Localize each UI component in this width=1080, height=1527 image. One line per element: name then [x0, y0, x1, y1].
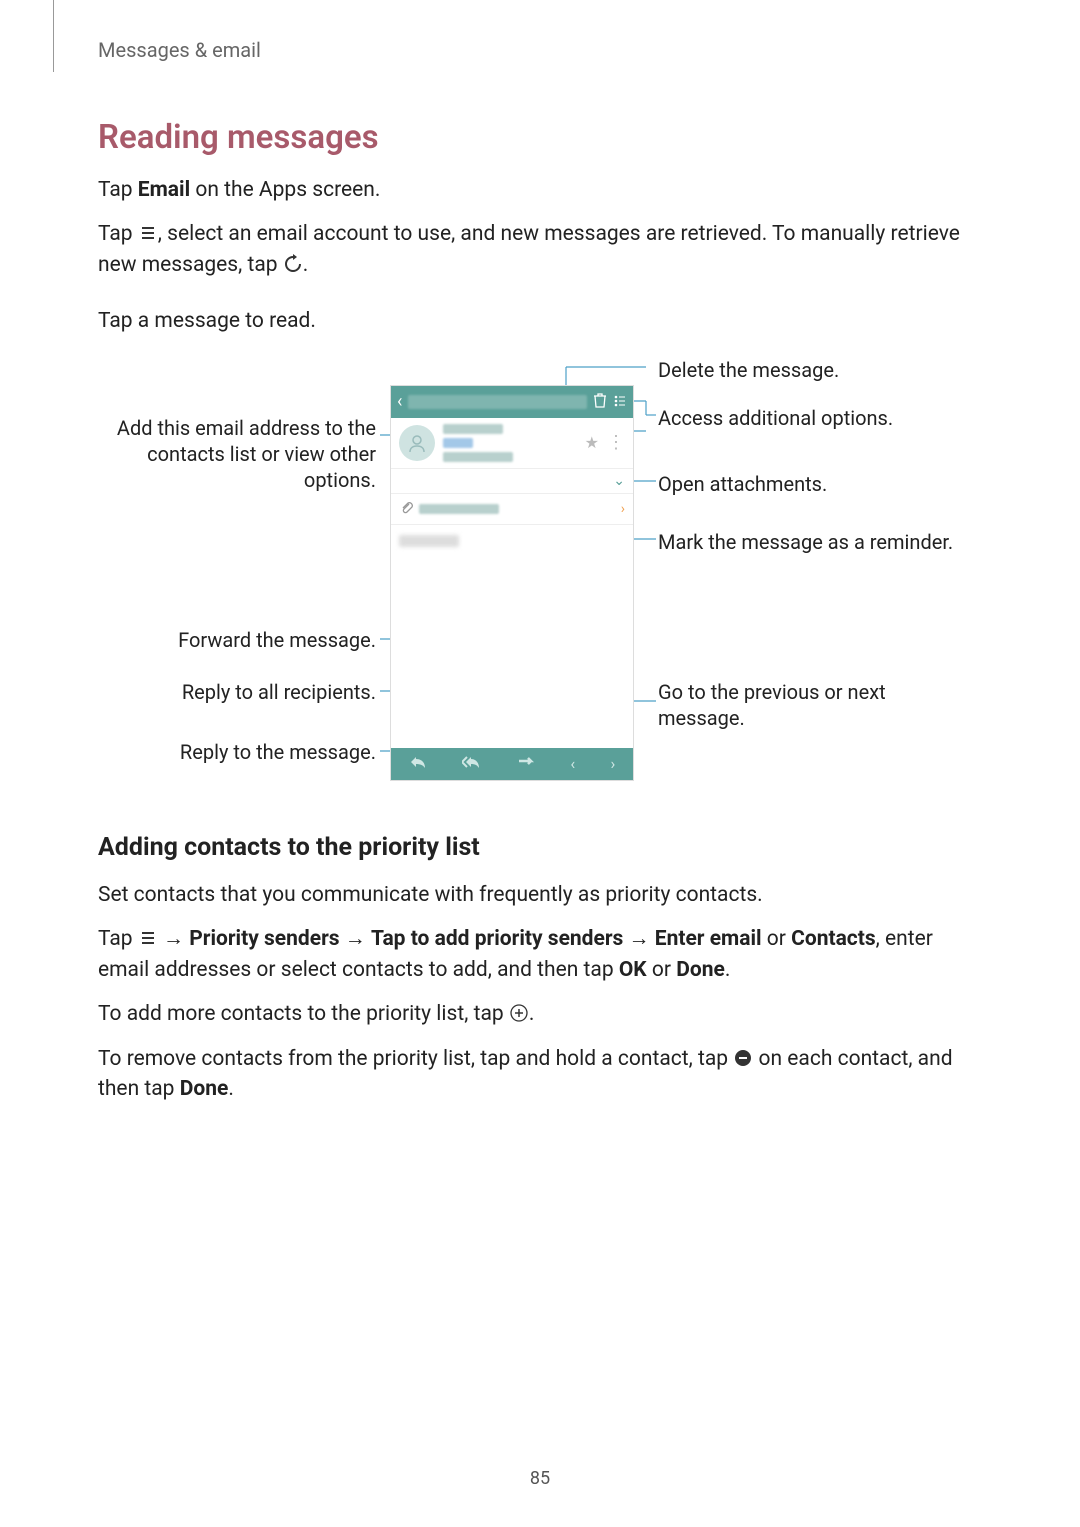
text: or — [647, 958, 677, 982]
refresh-icon — [283, 253, 303, 273]
section-title: Reading messages — [98, 118, 982, 157]
paragraph-3: Tap a message to read. — [98, 306, 982, 336]
sender-info — [443, 424, 577, 462]
text: To add more contacts to the priority lis… — [98, 1002, 509, 1026]
paperclip-icon[interactable] — [399, 500, 413, 518]
text: → — [340, 927, 371, 951]
email-screenshot-diagram: ‹ ★ ⋮ — [98, 363, 982, 793]
text: . — [303, 253, 309, 277]
text-bold: OK — [619, 958, 647, 982]
reply-all-icon[interactable] — [462, 754, 482, 773]
paragraph-6: To add more contacts to the priority lis… — [98, 999, 982, 1029]
dots-icon[interactable]: ⋮ — [607, 432, 625, 453]
text-bold: Done — [180, 1077, 229, 1101]
header-blur — [408, 395, 587, 409]
callout-prevnext: Go to the previous or next message. — [658, 679, 908, 731]
callout-reply: Reply to the message. — [180, 739, 376, 765]
blur-text — [419, 504, 499, 514]
add-circle-icon — [509, 1002, 529, 1022]
text: → — [623, 927, 654, 951]
page-number: 85 — [0, 1468, 1080, 1489]
breadcrumb: Messages & email — [98, 38, 982, 62]
menu-icon — [138, 927, 158, 947]
text: → — [158, 927, 189, 951]
next-icon[interactable]: › — [611, 754, 616, 773]
text-bold: Contacts — [791, 927, 876, 951]
blur-text — [443, 424, 503, 434]
text: . — [228, 1077, 234, 1101]
text-bold: Enter email — [655, 927, 762, 951]
sender-row: ★ ⋮ — [391, 418, 633, 469]
attachment-row: › — [391, 494, 633, 525]
chevron-down-icon[interactable]: ⌄ — [613, 473, 625, 489]
avatar-icon[interactable] — [399, 425, 435, 461]
phone-mock: ‹ ★ ⋮ — [390, 385, 634, 781]
text: . — [529, 1002, 535, 1026]
page-margin-line — [48, 0, 54, 72]
paragraph-4: Set contacts that you communicate with f… — [98, 880, 982, 910]
paragraph-1: Tap Email on the Apps screen. — [98, 175, 982, 205]
paragraph-7: To remove contacts from the priority lis… — [98, 1044, 982, 1105]
chevron-right-icon[interactable]: › — [621, 501, 625, 517]
phone-footer: ‹ › — [391, 748, 633, 780]
callout-forward: Forward the message. — [178, 627, 376, 653]
paragraph-5: Tap → Priority senders → Tap to add prio… — [98, 924, 982, 985]
prev-icon[interactable]: ‹ — [570, 754, 575, 773]
remove-circle-icon — [733, 1047, 753, 1067]
text: on the Apps screen. — [190, 178, 380, 202]
text: To remove contacts from the priority lis… — [98, 1047, 733, 1071]
blur-text — [443, 438, 473, 448]
callout-attachments: Open attachments. — [658, 471, 827, 497]
text-bold: Tap to add priority senders — [371, 927, 623, 951]
text: Tap — [98, 927, 138, 951]
phone-header: ‹ — [391, 386, 633, 418]
body-blur — [399, 535, 459, 547]
reply-icon[interactable] — [409, 754, 427, 773]
subheading: Adding contacts to the priority list — [98, 833, 982, 862]
blur-text — [443, 452, 513, 462]
more-icon[interactable] — [613, 392, 627, 412]
star-icon[interactable]: ★ — [585, 433, 599, 452]
paragraph-2: Tap , select an email account to use, an… — [98, 219, 982, 280]
trash-icon[interactable] — [593, 392, 607, 412]
text-bold: Done — [676, 958, 725, 982]
text-bold: Email — [138, 178, 190, 202]
text: or — [762, 927, 792, 951]
callout-reply-all: Reply to all recipients. — [182, 679, 376, 705]
page-content: Messages & email Reading messages Tap Em… — [0, 0, 1080, 1104]
text: Tap — [98, 178, 138, 202]
callout-reminder: Mark the message as a reminder. — [658, 529, 953, 555]
forward-icon[interactable] — [517, 754, 535, 773]
text-bold: Priority senders — [189, 927, 339, 951]
text: , select an email account to use, and ne… — [98, 222, 960, 276]
menu-icon — [138, 222, 158, 242]
callout-add-contact: Add this email address to the contacts l… — [116, 415, 376, 493]
text: Tap — [98, 222, 138, 246]
callout-options: Access additional options. — [658, 405, 893, 431]
expand-row: ⌄ — [391, 469, 633, 494]
callout-delete: Delete the message. — [658, 357, 839, 383]
back-icon[interactable]: ‹ — [397, 391, 402, 412]
text: . — [725, 958, 731, 982]
